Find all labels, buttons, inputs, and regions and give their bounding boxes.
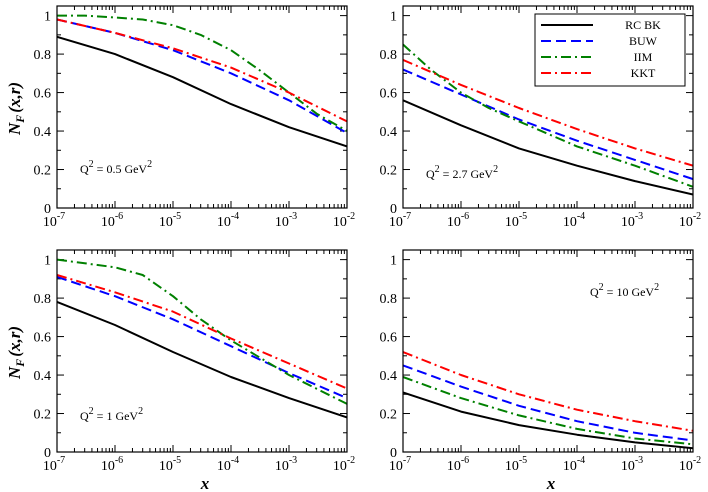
x-tick-label: 10-3 bbox=[621, 211, 643, 230]
y-tick-label: 0.2 bbox=[380, 164, 398, 179]
x-tick-label: 10-3 bbox=[275, 211, 297, 230]
x-tick-label: 10-7 bbox=[389, 455, 411, 474]
series-rc-bk bbox=[403, 391, 693, 450]
plot-frame bbox=[402, 249, 694, 453]
legend-label: KKT bbox=[631, 66, 656, 80]
y-tick-label: 0.6 bbox=[380, 331, 398, 346]
x-tick-label: 10-4 bbox=[563, 211, 585, 230]
x-tick-label: 10-7 bbox=[43, 455, 65, 474]
y-tick-label: 0 bbox=[390, 446, 397, 461]
x-tick-label: 10-5 bbox=[505, 455, 527, 474]
series-iim bbox=[57, 14, 347, 132]
y-tick-label: 1 bbox=[390, 254, 397, 269]
plot-frame bbox=[402, 5, 694, 209]
q2-annotation: Q2 = 2.7 GeV2 bbox=[426, 164, 498, 181]
panel-top-right: 0 0.2 0.4 0.6 0.8 1 10-7 10-6 10-5 10-4 10-3 10-2 Q2… bbox=[380, 5, 701, 230]
series-group bbox=[57, 14, 347, 148]
series-rc-bk bbox=[403, 99, 693, 196]
series-buw bbox=[57, 275, 347, 400]
series-group bbox=[57, 258, 347, 419]
x-tick-label: 10-4 bbox=[217, 211, 239, 230]
y-tick-label: 0 bbox=[44, 202, 51, 217]
q2-annotation: Q2 = 10 GeV2 bbox=[590, 282, 659, 299]
x-axis-title: x bbox=[546, 474, 556, 492]
x-tick-label: 10-5 bbox=[159, 455, 181, 474]
q2-annotation: Q2 = 0.5 GeV2 bbox=[80, 159, 152, 176]
y-tick-label: 0 bbox=[44, 446, 51, 461]
plot-frame bbox=[56, 249, 348, 453]
legend-label: RC BK bbox=[625, 18, 661, 32]
legend-label: IIM bbox=[634, 50, 653, 64]
x-tick-label: 10-6 bbox=[447, 211, 469, 230]
series-rc-bk bbox=[57, 35, 347, 148]
y-tick-label: 0.8 bbox=[380, 292, 398, 307]
legend-label: BUW bbox=[629, 34, 658, 48]
y-tick-label: 0.2 bbox=[380, 408, 398, 423]
panel-top-left: 0 0.2 0.4 0.6 0.8 1 10-7 10-6 10-5 10-4 10-3 10-2 Q2… bbox=[5, 5, 355, 230]
q2-annotation: Q2 = 1 GeV2 bbox=[80, 406, 143, 423]
series-group bbox=[403, 351, 693, 450]
y-axis-title: NF(x,r) bbox=[5, 326, 27, 380]
series-iim bbox=[57, 258, 347, 405]
y-tick-label: 0.6 bbox=[34, 87, 52, 102]
legend: RC BK BUW IIM KKT bbox=[534, 13, 686, 87]
series-group bbox=[403, 43, 693, 196]
y-tick-label: 0.6 bbox=[380, 87, 398, 102]
x-axis-title: x bbox=[200, 474, 210, 492]
x-tick-label: 10-2 bbox=[679, 211, 701, 230]
y-tick-label: 0.8 bbox=[34, 48, 52, 63]
x-tick-label: 10-5 bbox=[159, 211, 181, 230]
series-buw bbox=[403, 68, 693, 181]
x-tick-label: 10-4 bbox=[217, 455, 239, 474]
y-tick-label: 1 bbox=[44, 10, 51, 25]
y-tick-label: 1 bbox=[44, 254, 51, 269]
y-tick-label: 0.8 bbox=[34, 292, 52, 307]
series-rc-bk bbox=[57, 300, 347, 419]
panel-bottom-right: 0 0.2 0.4 0.6 0.8 1 10-7 10-6 10-5 10-4 10-3 10-2 Q2… bbox=[380, 249, 701, 492]
series-kkt bbox=[403, 351, 693, 432]
y-tick-label: 0.8 bbox=[380, 48, 398, 63]
y-tick-label: 0 bbox=[390, 202, 397, 217]
y-tick-label: 0.4 bbox=[380, 125, 398, 140]
series-buw bbox=[403, 364, 693, 442]
y-tick-label: 0.2 bbox=[34, 164, 52, 179]
plot-frame bbox=[56, 5, 348, 209]
x-tick-label: 10-2 bbox=[333, 211, 355, 230]
x-tick-label: 10-3 bbox=[275, 455, 297, 474]
x-tick-label: 10-6 bbox=[101, 455, 123, 474]
y-axis-title: NF(x,r) bbox=[5, 82, 27, 136]
x-tick-label: 10-4 bbox=[563, 455, 585, 474]
y-tick-label: 0.4 bbox=[34, 369, 52, 384]
y-tick-label: 0.6 bbox=[34, 331, 52, 346]
y-tick-label: 0.4 bbox=[380, 369, 398, 384]
y-tick-label: 1 bbox=[390, 10, 397, 25]
x-tick-label: 10-7 bbox=[389, 211, 411, 230]
x-tick-label: 10-6 bbox=[101, 211, 123, 230]
y-tick-label: 0.2 bbox=[34, 408, 52, 423]
x-tick-label: 10-3 bbox=[621, 455, 643, 474]
panel-bottom-left: 0 0.2 0.4 0.6 0.8 1 10-7 10-6 10-5 10-4 10-3 10-2 Q2… bbox=[5, 249, 355, 492]
x-tick-label: 10-5 bbox=[505, 211, 527, 230]
x-tick-label: 10-2 bbox=[679, 455, 701, 474]
x-tick-label: 10-6 bbox=[447, 455, 469, 474]
x-tick-label: 10-7 bbox=[43, 211, 65, 230]
y-tick-label: 0.4 bbox=[34, 125, 52, 140]
x-tick-label: 10-2 bbox=[333, 455, 355, 474]
series-kkt bbox=[57, 18, 347, 123]
